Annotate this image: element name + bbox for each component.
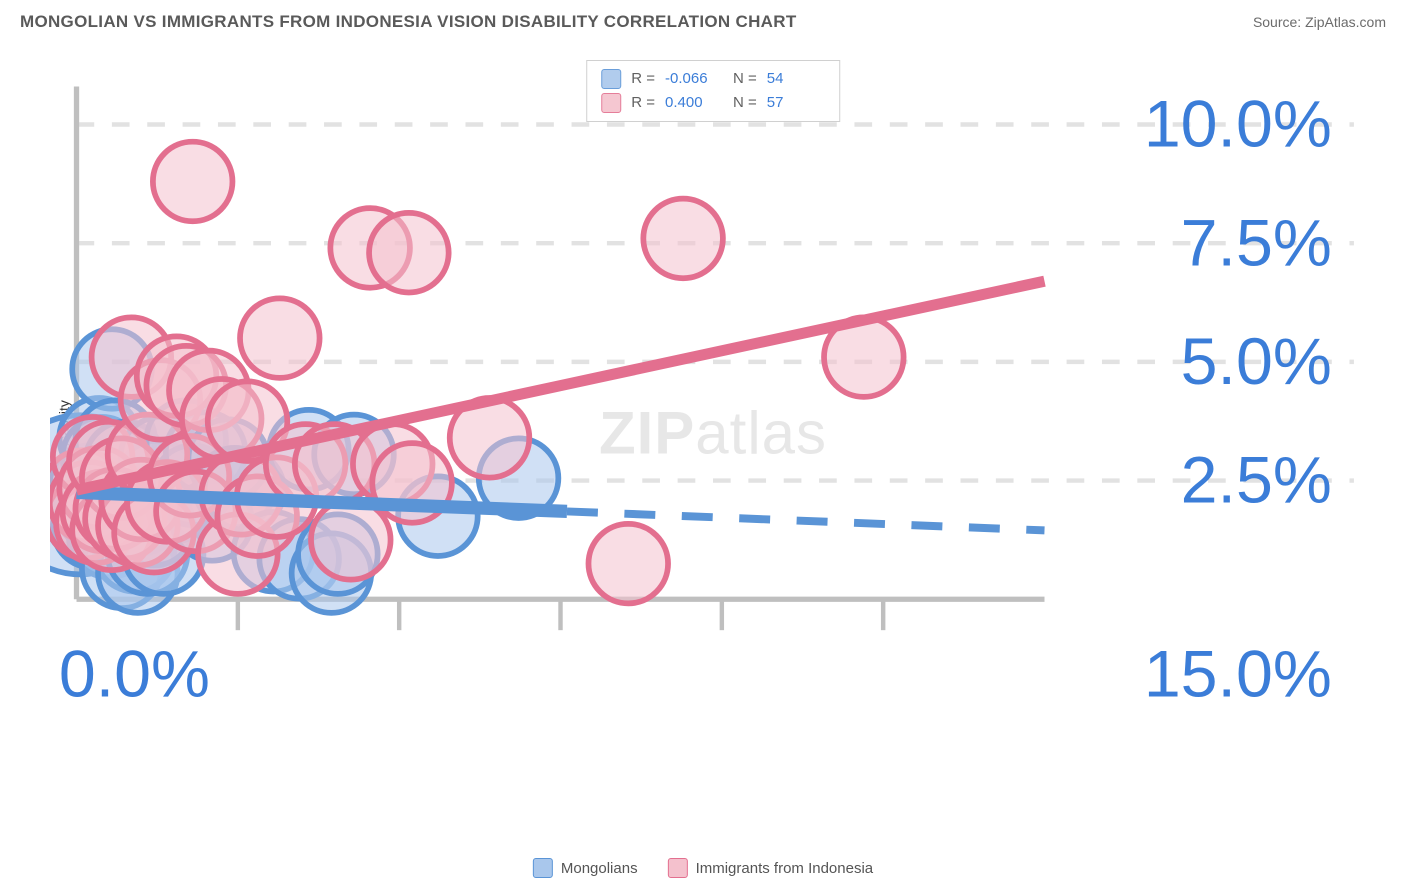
series-legend-item: Mongolians — [533, 858, 638, 878]
legend-swatch — [601, 69, 621, 89]
series-name: Mongolians — [561, 860, 638, 877]
correlation-legend: R = -0.066 N = 54 R = 0.400 N = 57 — [586, 60, 840, 122]
x-tick-label: 0.0% — [59, 637, 210, 711]
n-label: N = — [733, 67, 757, 91]
legend-swatch — [533, 858, 553, 878]
data-point — [369, 213, 449, 293]
n-label: N = — [733, 91, 757, 115]
series-legend: Mongolians Immigrants from Indonesia — [533, 858, 873, 878]
n-value: 54 — [767, 67, 825, 91]
legend-swatch — [601, 93, 621, 113]
y-tick-label: 5.0% — [1181, 325, 1332, 399]
source-attribution: Source: ZipAtlas.com — [1253, 14, 1386, 30]
data-point — [153, 142, 233, 222]
r-value: -0.066 — [665, 67, 723, 91]
correlation-legend-row: R = -0.066 N = 54 — [601, 67, 825, 91]
r-label: R = — [631, 91, 655, 115]
data-point — [643, 199, 723, 279]
chart-title: MONGOLIAN VS IMMIGRANTS FROM INDONESIA V… — [20, 12, 797, 32]
y-tick-label: 10.0% — [1144, 88, 1332, 162]
y-tick-label: 2.5% — [1181, 444, 1332, 518]
series-name: Immigrants from Indonesia — [696, 860, 874, 877]
scatter-plot: 2.5% 5.0% 7.5% 10.0% 0.0% 15.0% — [50, 60, 1376, 723]
r-label: R = — [631, 67, 655, 91]
source-name: ZipAtlas.com — [1305, 14, 1386, 30]
source-prefix: Source: — [1253, 14, 1305, 30]
legend-swatch — [668, 858, 688, 878]
correlation-legend-row: R = 0.400 N = 57 — [601, 91, 825, 115]
chart-area: Vision Disability 2.5%5.0%7.5%10.0%0.0%1… — [50, 60, 1376, 837]
x-tick-label: 15.0% — [1144, 637, 1332, 711]
data-point — [311, 500, 391, 580]
data-point — [240, 298, 320, 378]
data-point — [588, 524, 668, 604]
r-value: 0.400 — [665, 91, 723, 115]
n-value: 57 — [767, 91, 825, 115]
series-legend-item: Immigrants from Indonesia — [668, 858, 874, 878]
y-tick-label: 7.5% — [1181, 206, 1332, 280]
